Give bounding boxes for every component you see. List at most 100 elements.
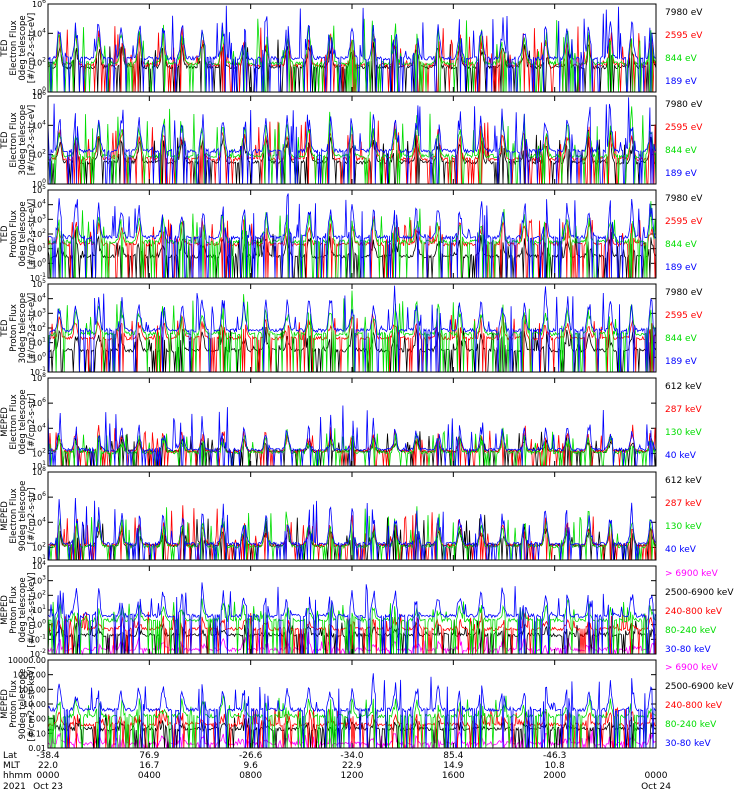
panel-3-ylabel: TED Proton Flux 0deg telescope [#/cm2-s-str… bbox=[0, 199, 37, 269]
panel-7-ytick-label: 10-1 bbox=[30, 633, 46, 644]
panel-8-legend-entry: 2500-6900 keV bbox=[665, 682, 734, 692]
panel-4-series-line bbox=[47, 309, 657, 373]
panel-8-ytick-label: 0.01 bbox=[28, 744, 46, 753]
xaxis-tick-hhmm: 1200 bbox=[341, 771, 364, 781]
panel-1-ylabel: TED Electron Flux 0deg telescope [#/cm2-s-s… bbox=[0, 13, 37, 83]
panel-7-ytick-label: 104 bbox=[32, 560, 46, 571]
panel-4-series-line bbox=[47, 290, 657, 373]
panel-3-legend-entry: 189 eV bbox=[665, 263, 698, 273]
panel-2-series-line bbox=[47, 97, 657, 185]
panel-3-ytick-label: 104 bbox=[32, 199, 46, 210]
panel-4-legend-entry: 7980 eV bbox=[665, 288, 703, 298]
xaxis-tick-hhmm: 2000 bbox=[543, 771, 566, 781]
panel-7-ytick-label: 101 bbox=[32, 604, 46, 615]
panel-1-legend-entry: 844 eV bbox=[665, 54, 698, 64]
panel-6-ytick-label: 101 bbox=[32, 554, 46, 565]
panel-4-ylabel: TED Proton Flux 30deg telescope [#/cm2-s-st… bbox=[0, 293, 37, 364]
panel-6-legend-entry: 287 keV bbox=[665, 499, 702, 509]
panel-2-ylabel-line: [#/cm2-s-str-eV] bbox=[27, 105, 37, 175]
panel-4-ylabel-line: Proton Flux bbox=[9, 304, 19, 352]
panel-5-series-line bbox=[47, 427, 657, 467]
panel-5-legend-entry: 287 keV bbox=[665, 405, 702, 415]
panel-6-legend-entry: 130 keV bbox=[665, 522, 702, 532]
panel-4-ytick-label: 101 bbox=[32, 337, 46, 348]
panel-2-legend-entry: 189 eV bbox=[665, 169, 698, 179]
panel-5-legend-entry: 40 keV bbox=[665, 451, 697, 461]
panel-3-ytick-label: 102 bbox=[32, 228, 46, 239]
panel-8-ylabel-line: 90deg telescope bbox=[18, 669, 28, 740]
panel-3-ylabel-line: TED bbox=[0, 225, 10, 244]
panel-6-ytick-label: 102 bbox=[32, 541, 46, 552]
panel-7-ylabel-line: 0deg telescope bbox=[18, 577, 28, 642]
xaxis-row-label: MLT bbox=[3, 761, 21, 771]
panel-8-ytick-label: 10000.00 bbox=[8, 656, 46, 665]
panel-1-legend-entry: 189 eV bbox=[665, 77, 698, 87]
panel-8-legend-entry: 240-800 keV bbox=[665, 701, 723, 711]
panel-6-legend-entry: 612 keV bbox=[665, 476, 702, 486]
panel-2-ytick-label: 100 bbox=[32, 178, 46, 189]
panel-7-series-line bbox=[47, 619, 656, 655]
panel-1-legend-entry: 7980 eV bbox=[665, 8, 703, 18]
panel-2-legend-entry: 844 eV bbox=[665, 146, 698, 156]
panel-6-ytick-label: 106 bbox=[32, 491, 46, 502]
xaxis-tick-lat: -38.4 bbox=[36, 751, 60, 761]
panel-3-ylabel-line: [#/cm2-s-str-eV] bbox=[27, 199, 37, 269]
panel-2-legend-entry: 7980 eV bbox=[665, 100, 703, 110]
panel-8-ytick-label: 1000.00 bbox=[13, 671, 46, 680]
panel-7-legend-entry: > 6900 keV bbox=[665, 569, 719, 579]
panel-7-ytick-label: 102 bbox=[32, 589, 46, 600]
panel-7-ylabel: MEPED Proton Flux 0deg telescope [#/cm2-s-s… bbox=[0, 573, 37, 648]
panel-7-ylabel-line: MEPED bbox=[0, 595, 10, 625]
panel-2-legend-entry: 2595 eV bbox=[665, 123, 703, 133]
panel-8-legend-entry: 30-80 keV bbox=[665, 739, 711, 749]
panel-8-ylabel-line: Proton Flux bbox=[9, 680, 19, 728]
panel-4-ytick-label: 10-1 bbox=[30, 366, 46, 377]
panel-1-ytick-label: 104 bbox=[32, 27, 46, 38]
xaxis-tick-lat: 85.4 bbox=[443, 751, 463, 761]
panel-7-ylabel-line: [#/cm2-s-str-keV] bbox=[27, 573, 37, 648]
panel-2-ytick-label: 104 bbox=[32, 119, 46, 130]
xaxis-tick-lat: -34.0 bbox=[340, 751, 364, 761]
panel-8-series-line bbox=[47, 673, 657, 749]
panel-3-legend-entry: 2595 eV bbox=[665, 217, 703, 227]
panel-3-ytick-label: 101 bbox=[32, 243, 46, 254]
panel-6-ytick-label: 104 bbox=[32, 516, 46, 527]
xaxis-tick-date: Oct 23 bbox=[33, 782, 63, 792]
xaxis-tick-mlt: 10.8 bbox=[545, 761, 565, 771]
panel-2-ylabel: TED Electron Flux 30deg telescope [#/cm2-s-… bbox=[0, 105, 37, 176]
panel-3-legend-entry: 7980 eV bbox=[665, 194, 703, 204]
xaxis-tick-hhmm: 0000 bbox=[37, 771, 60, 781]
panel-5-ytick-label: 101 bbox=[32, 460, 46, 471]
panel-3-series-line bbox=[47, 201, 657, 279]
xaxis-row-label: hhmm bbox=[3, 771, 32, 781]
panel-3-ytick-label: 10-1 bbox=[30, 272, 46, 283]
xaxis-tick-lat: -26.6 bbox=[239, 751, 263, 761]
panel-5-ylabel-line: 0deg telescope bbox=[18, 389, 28, 454]
panel-4-ytick-label: 100 bbox=[32, 351, 46, 362]
panel-8-ylabel: MEPED Proton Flux 90deg telescope [#/cm2-s-… bbox=[0, 667, 37, 742]
panel-7-legend-entry: 80-240 keV bbox=[665, 626, 717, 636]
panel-8-ytick-label: 100.00 bbox=[18, 685, 46, 694]
xaxis-tick-mlt: 22.9 bbox=[342, 761, 362, 771]
panel-5-legend-entry: 130 keV bbox=[665, 428, 702, 438]
panel-7-ytick-label: 10-2 bbox=[30, 648, 46, 659]
panel-2-ytick-label: 102 bbox=[32, 149, 46, 160]
panel-4-ytick-label: 103 bbox=[32, 307, 46, 318]
panel-1-series-line bbox=[47, 5, 657, 93]
panel-3-ylabel-line: Proton Flux bbox=[9, 210, 19, 258]
panel-4-ytick-label: 102 bbox=[32, 322, 46, 333]
xaxis-tick-mlt: 16.7 bbox=[139, 761, 159, 771]
panel-5-ytick-label: 102 bbox=[32, 447, 46, 458]
panel-1-ylabel-line: Electron Flux bbox=[9, 20, 19, 75]
panel-1-ytick-label: 106 bbox=[32, 0, 46, 9]
xaxis-row-label: Lat bbox=[3, 751, 18, 761]
xaxis-tick-mlt: 9.6 bbox=[244, 761, 259, 771]
panel-1-ylabel-line: TED bbox=[0, 39, 10, 58]
panel-8-ytick-label: 0.10 bbox=[28, 729, 46, 738]
panel-3-ytick-label: 103 bbox=[32, 213, 46, 224]
panel-6-ylabel-line: [#/cm2-s-str] bbox=[27, 488, 37, 545]
panel-3-ytick-label: 100 bbox=[32, 257, 46, 268]
panel-2-ylabel-line: TED bbox=[0, 131, 10, 150]
panel-1-ytick-label: 102 bbox=[32, 57, 46, 68]
